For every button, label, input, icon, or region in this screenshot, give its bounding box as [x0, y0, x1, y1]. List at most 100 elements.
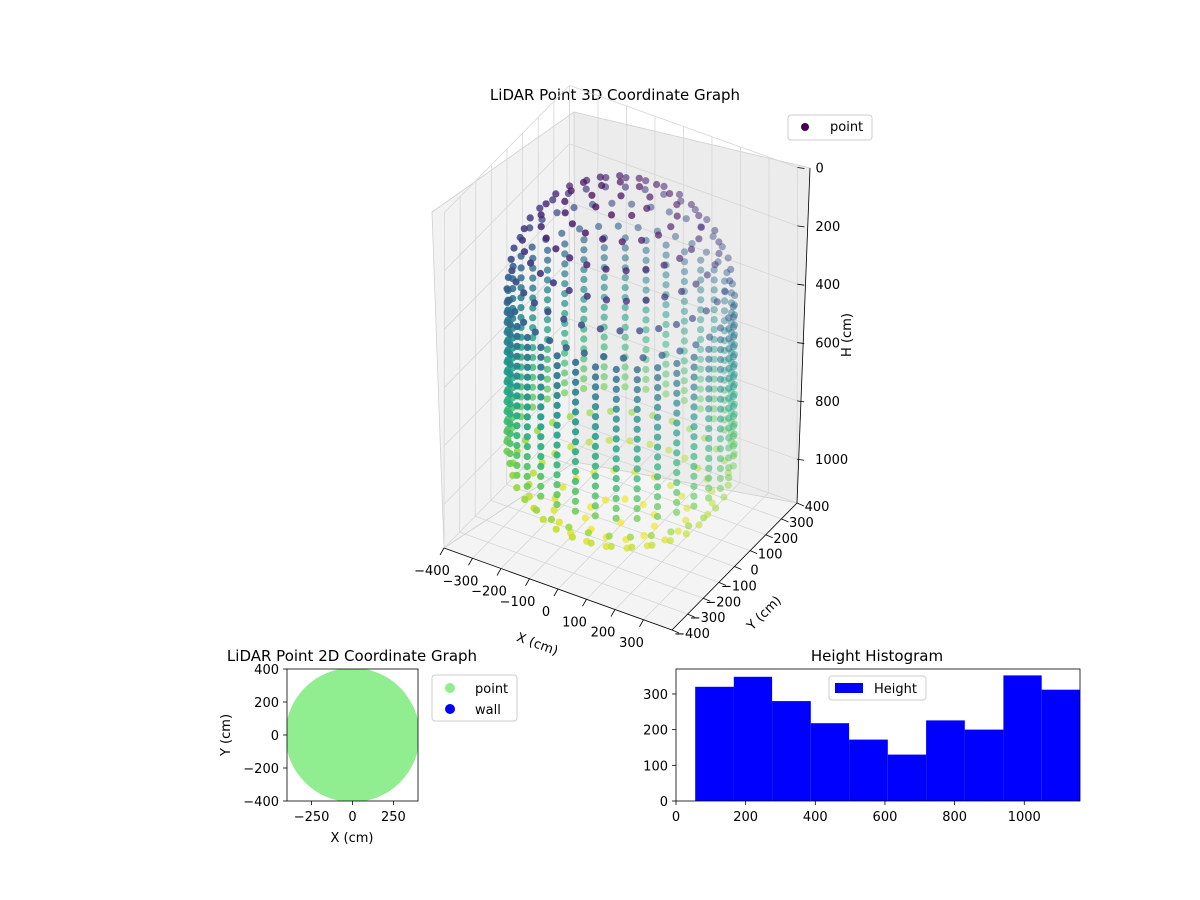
- scatter-point-3d: [580, 355, 588, 363]
- scatter-point-3d: [561, 369, 569, 377]
- scatter-point-3d: [695, 521, 703, 529]
- scatter-point-3d: [673, 479, 681, 487]
- legend-marker-height: [835, 683, 863, 693]
- scatter-point-3d: [633, 415, 641, 423]
- scatter-point-3d: [702, 248, 711, 256]
- scatter-point-3d: [532, 506, 541, 514]
- scatter-point-3d: [523, 363, 532, 371]
- scatter-point-3d: [626, 437, 634, 445]
- x-tick-3d: [639, 619, 644, 627]
- scatter-point-3d: [730, 420, 738, 428]
- scatter-point-3d: [612, 375, 620, 383]
- scatter-point-3d: [543, 375, 552, 383]
- scatter-point-3d: [513, 362, 521, 370]
- scatter-point-3d: [537, 413, 545, 421]
- scatter-point-3d: [662, 301, 670, 309]
- scatter-point-3d: [529, 383, 537, 391]
- z-axis-label-3d: H (cm): [840, 313, 855, 357]
- scatter-point-3d: [543, 326, 552, 334]
- scatter-point-3d: [605, 532, 613, 540]
- scatter-point-3d: [690, 413, 698, 421]
- scatter-point-3d: [536, 269, 545, 278]
- z-tick-3d: [797, 167, 805, 169]
- scatter-point-3d: [721, 297, 729, 305]
- scatter-point-3d: [517, 304, 525, 312]
- legend-marker-point-2d: [445, 683, 455, 693]
- scatter-point-3d: [513, 332, 521, 340]
- y-tick-label-2d: −400: [243, 795, 279, 810]
- scatter-point-3d: [585, 438, 593, 446]
- scatter-point-3d: [654, 453, 662, 461]
- scatter-point-3d: [706, 333, 714, 341]
- scatter-point-3d: [583, 261, 591, 269]
- scatter-point-3d: [529, 373, 537, 381]
- scatter-point-3d: [513, 484, 521, 492]
- scatter-point-3d: [633, 514, 641, 523]
- scatter-points-2d: [287, 669, 418, 801]
- grid-line: [537, 452, 766, 536]
- y-tick-label-3d: 400: [805, 500, 830, 515]
- scatter-point-3d: [539, 515, 547, 524]
- scatter-point-3d: [612, 385, 620, 393]
- scatter-point-3d: [543, 355, 552, 363]
- scatter-point-3d: [711, 226, 719, 235]
- scatter-point-3d: [710, 266, 718, 274]
- scatter-point-3d: [549, 279, 558, 287]
- scatter-point-3d: [520, 225, 528, 233]
- z-tick-3d: [797, 283, 805, 286]
- scatter-point-3d: [600, 353, 608, 361]
- scatter-point-3d: [506, 410, 514, 418]
- scatter-point-3d: [730, 341, 739, 349]
- scatter-point-3d: [626, 533, 635, 541]
- grid-line: [568, 376, 798, 460]
- scatter-point-3d: [705, 415, 713, 423]
- scatter-point-3d: [529, 393, 537, 401]
- z-tick-3d: [797, 400, 805, 403]
- grid-line: [739, 146, 741, 483]
- scatter-point-3d: [725, 444, 733, 452]
- scatter-point-3d: [542, 200, 550, 208]
- scatter-point-3d: [662, 311, 670, 319]
- scatter-point-3d: [730, 351, 739, 359]
- scatter-point-3d: [553, 209, 561, 217]
- scatter-point-3d: [561, 299, 569, 308]
- x-tick-label-histogram: 200: [733, 810, 758, 825]
- scatter-point-3d: [595, 222, 603, 231]
- scatter-point-3d: [607, 542, 615, 551]
- y-tick-label-histogram: 300: [643, 688, 668, 703]
- scatter-point-3d: [523, 472, 531, 480]
- scatter-point-3d: [705, 434, 713, 443]
- scatter-point-3d: [591, 482, 600, 490]
- scatter-point-3d: [566, 254, 574, 262]
- scatter-point-3d: [639, 354, 647, 362]
- scatter-point-3d: [662, 380, 670, 388]
- scatter-point-3d: [716, 395, 725, 403]
- scatter-point-3d: [612, 425, 620, 433]
- histogram-bar: [772, 701, 811, 801]
- scatter-point-3d: [696, 385, 705, 393]
- scatter-point-3d: [711, 261, 719, 269]
- scatter-point-3d: [508, 267, 516, 275]
- scatter-point-3d: [730, 380, 738, 388]
- scatter-point-3d: [725, 374, 733, 382]
- scatter-point-3d: [642, 276, 650, 284]
- legend-3d: point: [787, 114, 873, 141]
- scatter-point-3d: [716, 365, 725, 373]
- scatter-point-3d: [697, 345, 705, 353]
- scatter-point-3d: [523, 433, 531, 441]
- scatter-point-3d: [513, 422, 521, 430]
- x-tick-label-3d: −200: [471, 585, 507, 600]
- scatter-point-3d: [726, 277, 734, 285]
- scatter-point-3d: [571, 497, 580, 505]
- scatter-point-3d: [725, 454, 733, 462]
- scatter-point-3d: [561, 359, 569, 367]
- x-tick-label-3d: 300: [619, 636, 644, 651]
- scatter-point-3d: [673, 369, 681, 377]
- scatter-point-3d: [523, 413, 531, 421]
- scatter-point-3d: [692, 341, 700, 349]
- scatter-point-3d: [523, 462, 531, 471]
- scatter-point-3d: [716, 385, 725, 393]
- scatter-point-3d: [503, 285, 511, 293]
- scatter-point-3d: [646, 440, 654, 448]
- scatter-point-3d: [513, 382, 521, 390]
